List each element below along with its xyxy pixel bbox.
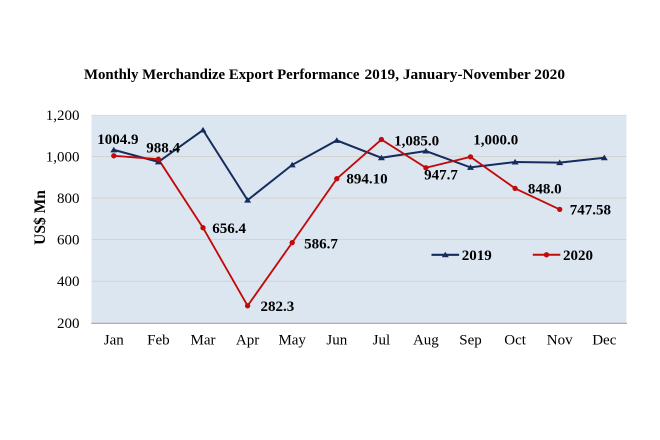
svg-text:Apr: Apr [236, 333, 259, 349]
svg-text:2019, January-November 2020: 2019, January-November 2020 [365, 67, 566, 83]
svg-text:400: 400 [57, 274, 80, 290]
svg-text:848.0: 848.0 [528, 182, 562, 198]
svg-text:2019: 2019 [462, 248, 492, 264]
svg-text:2020: 2020 [563, 248, 593, 264]
svg-text:988.4: 988.4 [146, 141, 180, 157]
svg-text:Dec: Dec [592, 333, 616, 349]
svg-text:1004.9: 1004.9 [97, 132, 138, 148]
svg-text:May: May [278, 333, 306, 349]
svg-text:Feb: Feb [147, 333, 170, 349]
svg-text:200: 200 [57, 316, 80, 332]
svg-text:Aug: Aug [413, 333, 439, 349]
svg-text:1,200: 1,200 [46, 108, 80, 124]
svg-text:Sep: Sep [459, 333, 482, 349]
svg-text:1,000: 1,000 [46, 150, 80, 166]
svg-text:1,085.0: 1,085.0 [394, 134, 439, 150]
svg-text:US$ Mn: US$ Mn [32, 190, 49, 245]
svg-text:Mar: Mar [191, 333, 216, 349]
svg-text:656.4: 656.4 [212, 221, 246, 237]
svg-text:Oct: Oct [504, 333, 526, 349]
svg-text:800: 800 [57, 191, 80, 207]
svg-text:Jan: Jan [104, 333, 124, 349]
svg-text:282.3: 282.3 [261, 299, 295, 315]
svg-text:1,000.0: 1,000.0 [473, 133, 518, 149]
svg-text:Nov: Nov [547, 333, 573, 349]
svg-text:Monthly Merchandize Export Per: Monthly Merchandize Export Performance [84, 67, 360, 83]
svg-text:600: 600 [57, 233, 80, 249]
svg-text:Jul: Jul [373, 333, 391, 349]
svg-text:947.7: 947.7 [424, 168, 458, 184]
svg-text:894.10: 894.10 [346, 172, 387, 188]
svg-text:586.7: 586.7 [304, 236, 338, 252]
svg-text:747.58: 747.58 [570, 203, 611, 219]
svg-text:Jun: Jun [326, 333, 347, 349]
